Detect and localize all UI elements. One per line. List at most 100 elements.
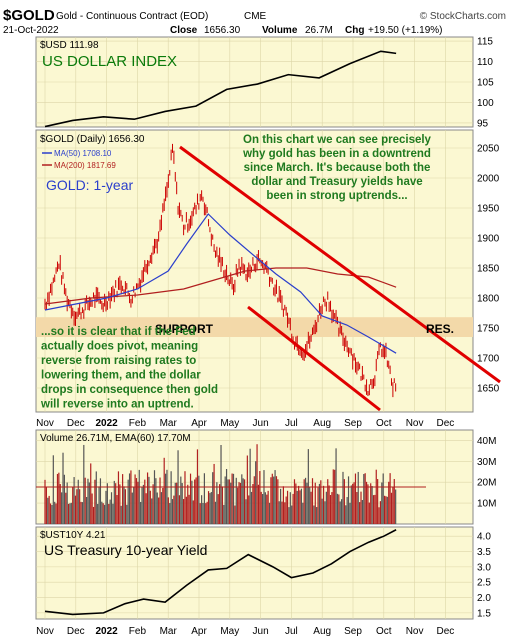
volume-label: Volume xyxy=(262,25,298,36)
volume-panel: 10M 20M 30M 40M Volume 26.71M, EMA(60) 17.7… xyxy=(35,429,496,525)
x-tick-label: May xyxy=(220,418,239,429)
x-tick-label: Feb xyxy=(129,626,147,637)
x-tick-label: Jun xyxy=(253,418,269,429)
x-tick-label: Oct xyxy=(376,626,392,637)
x-tick-label: Nov xyxy=(406,626,424,637)
annotation-top-line: why gold has been in a downtrend xyxy=(242,148,431,160)
y-tick-label: 105 xyxy=(477,78,494,89)
annotation-bottom-line: reverse from raising rates to xyxy=(41,355,196,367)
chg-value: +19.50 (+1.19%) xyxy=(368,25,443,36)
treasury-line xyxy=(44,529,397,616)
annotation-bottom-line: actually does pivot, meaning xyxy=(41,341,198,353)
x-tick-label: Jul xyxy=(285,626,298,637)
ma200-line xyxy=(44,267,397,305)
price-legend: $GOLD (Daily) 1656.30 xyxy=(40,134,145,145)
x-tick-label: Dec xyxy=(437,626,455,637)
y-tick-label: 100 xyxy=(477,98,494,109)
x-tick-label: May xyxy=(220,626,239,637)
y-tick-label: 1950 xyxy=(477,204,500,215)
annotation-bottom: ...so it is clear that if the Fed actuall… xyxy=(40,326,218,411)
x-tick-label: Aug xyxy=(313,418,331,429)
support-band xyxy=(36,317,473,337)
y-tick-label: 3.0 xyxy=(477,562,491,573)
x-tick-label: Apr xyxy=(191,626,207,637)
x-tick-label: Nov xyxy=(36,418,54,429)
close-label: Close xyxy=(170,25,198,36)
treasury-panel-bg xyxy=(35,526,474,620)
y-tick-label: 20M xyxy=(477,478,496,489)
x-tick-label: Nov xyxy=(36,626,54,637)
y-tick-label: 110 xyxy=(477,57,493,68)
y-tick-label: 2050 xyxy=(477,144,500,155)
x-tick-label: Dec xyxy=(67,626,85,637)
volume-value: 26.7M xyxy=(305,25,333,36)
instrument-name: Gold - Continuous Contract (EOD) xyxy=(56,11,208,22)
x-tick-label: Jun xyxy=(253,626,269,637)
y-tick-label: 1850 xyxy=(477,264,500,275)
chg-label: Chg xyxy=(345,25,364,36)
y-tick-label: 95 xyxy=(477,118,489,129)
treasury-title: US Treasury 10-year Yield xyxy=(44,542,207,558)
y-tick-label: 1800 xyxy=(477,294,500,305)
support-label: SUPPORT xyxy=(155,322,214,336)
x-tick-label: 2022 xyxy=(95,626,118,637)
y-tick-label: 1.5 xyxy=(477,608,491,619)
usd-line xyxy=(44,50,397,128)
x-tick-label: Sep xyxy=(344,418,362,429)
y-tick-label: 30M xyxy=(477,457,496,468)
close-value: 1656.30 xyxy=(204,25,241,36)
ma200-legend: MA(200) 1817.69 xyxy=(54,161,116,170)
x-axis-labels-top: Nov Dec 2022 Feb Mar Apr May Jun Jul Aug Sep Oct Nov… xyxy=(36,418,454,429)
channel-upper-line xyxy=(179,145,501,384)
price-panel: 1650 1700 1750 1800 1850 1900 1950 2000 2050 $GO… xyxy=(35,129,501,413)
ma50-legend: MA(50) 1708.10 xyxy=(54,149,112,158)
x-tick-label: Aug xyxy=(313,626,331,637)
usd-legend: $USD 111.98 xyxy=(40,40,99,51)
date-label: 21-Oct-2022 xyxy=(3,25,59,36)
y-tick-label: 1900 xyxy=(477,234,500,245)
annotation-bottom-line: ...so it is clear that if the Fed xyxy=(41,326,196,338)
x-tick-label: Nov xyxy=(406,418,424,429)
annotation-bottom-line: will reverse into an uptrend. xyxy=(40,399,194,411)
x-tick-label: Mar xyxy=(160,626,178,637)
y-tick-label: 2.5 xyxy=(477,578,491,589)
y-tick-label: 115 xyxy=(477,37,493,48)
annotation-top-line: since March. It's because both the xyxy=(244,162,431,174)
treasury-panel: 1.5 2.0 2.5 3.0 3.5 4.0 $UST10Y 4.21 US Treas… xyxy=(35,526,491,620)
treasury-legend: $UST10Y 4.21 xyxy=(40,530,106,541)
y-tick-label: 1750 xyxy=(477,324,500,335)
x-tick-label: Dec xyxy=(67,418,85,429)
symbol-label: $GOLD xyxy=(3,7,55,24)
volume-legend: Volume 26.71M, EMA(60) 17.70M xyxy=(40,433,191,444)
x-tick-label: Oct xyxy=(376,418,392,429)
y-tick-label: 4.0 xyxy=(477,532,491,543)
y-tick-label: 10M xyxy=(477,499,496,510)
x-axis-labels-bottom: Nov Dec 2022 Feb Mar Apr May Jun Jul Aug Sep Oct Nov… xyxy=(36,626,454,637)
gold-period-label: GOLD: 1-year xyxy=(46,177,133,193)
annotation-top-line: On this chart we can see precisely xyxy=(243,134,432,146)
y-tick-label: 1700 xyxy=(477,354,500,365)
x-tick-label: Feb xyxy=(129,418,147,429)
x-tick-label: Apr xyxy=(191,418,207,429)
channel-lower-line xyxy=(247,305,381,412)
x-tick-label: 2022 xyxy=(95,418,118,429)
annotation-top-line: been in strong uptrends... xyxy=(266,190,407,202)
usd-panel: 95 100 105 110 115 $USD 111.98 US DOLLAR IND… xyxy=(35,36,494,129)
x-tick-label: Mar xyxy=(160,418,178,429)
x-tick-label: Dec xyxy=(437,418,455,429)
exchange-label: CME xyxy=(244,11,267,22)
resistance-label: RES. xyxy=(426,322,454,336)
x-tick-label: Sep xyxy=(344,626,362,637)
y-tick-label: 40M xyxy=(477,436,496,447)
x-tick-label: Jul xyxy=(285,418,298,429)
annotation-bottom-line: drops in consequence then gold xyxy=(41,384,218,396)
y-tick-label: 2.0 xyxy=(477,593,491,604)
annotation-top-line: dollar and Treasury yields have xyxy=(251,176,422,188)
annotation-bottom-line: lowering them, and the dollar xyxy=(41,370,201,382)
y-tick-label: 2000 xyxy=(477,174,500,185)
copyright-label: © StockCharts.com xyxy=(420,11,506,22)
ma50-line xyxy=(44,213,397,354)
chart-header: $GOLD Gold - Continuous Contract (EOD) C… xyxy=(3,7,506,36)
y-tick-label: 3.5 xyxy=(477,547,491,558)
